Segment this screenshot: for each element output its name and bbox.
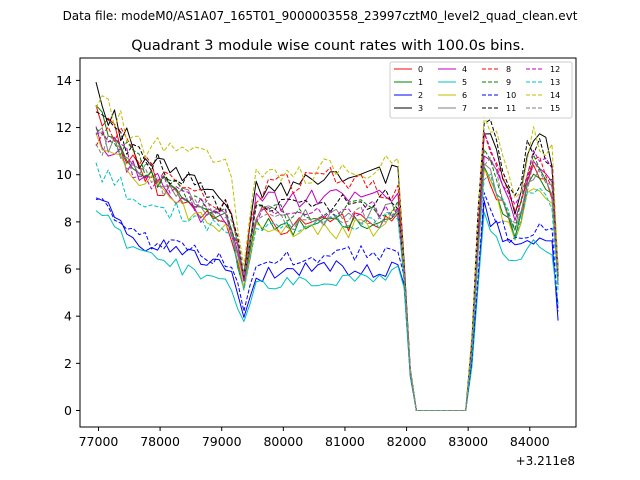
y-tick-label: 6 bbox=[64, 262, 72, 277]
x-tick-label: 79000 bbox=[202, 434, 242, 449]
y-tick-label: 12 bbox=[56, 120, 72, 135]
x-tick-label: 83000 bbox=[448, 434, 488, 449]
x-offset-label: +3.211e8 bbox=[516, 454, 575, 468]
chart-title: Quadrant 3 module wise count rates with … bbox=[131, 38, 525, 54]
legend-label-7: 7 bbox=[462, 104, 467, 113]
axes-frame bbox=[79, 57, 577, 428]
legend-label-6: 6 bbox=[462, 91, 467, 100]
legend-frame bbox=[389, 61, 573, 119]
x-tick-label: 84000 bbox=[510, 434, 550, 449]
legend-label-5: 5 bbox=[462, 78, 467, 87]
series-line-15 bbox=[95, 134, 559, 411]
x-axis: 77000 78000 79000 80000 81000 82000 83000 84000 bbox=[79, 427, 550, 449]
series-line-11 bbox=[95, 111, 559, 411]
y-tick-label: 14 bbox=[56, 73, 72, 88]
y-tick-label: 10 bbox=[56, 167, 72, 182]
legend-label-15: 15 bbox=[550, 104, 560, 113]
x-tick-label: 78000 bbox=[140, 434, 180, 449]
series-layer bbox=[95, 81, 559, 411]
series-line-2 bbox=[95, 197, 559, 411]
y-tick-label: 2 bbox=[64, 356, 72, 371]
x-tick-label: 80000 bbox=[263, 434, 303, 449]
legend-label-2: 2 bbox=[418, 91, 423, 100]
legend-label-8: 8 bbox=[506, 65, 511, 74]
legend-label-3: 3 bbox=[418, 104, 423, 113]
series-line-12 bbox=[95, 131, 559, 411]
y-tick-label: 8 bbox=[64, 214, 72, 229]
series-line-10 bbox=[95, 192, 559, 411]
series-line-7 bbox=[95, 127, 559, 411]
legend-label-14: 14 bbox=[550, 91, 560, 100]
y-tick-label: 4 bbox=[64, 309, 72, 324]
legend-label-4: 4 bbox=[462, 65, 467, 74]
series-line-14 bbox=[95, 95, 559, 411]
data-file-label: Data file: modeM0/AS1A07_165T01_90000035… bbox=[63, 9, 578, 23]
x-tick-label: 81000 bbox=[325, 434, 365, 449]
legend-label-0: 0 bbox=[418, 65, 423, 74]
legend-label-1: 1 bbox=[418, 78, 423, 87]
series-line-9 bbox=[95, 128, 559, 411]
series-line-13 bbox=[95, 162, 559, 411]
legend-label-11: 11 bbox=[506, 104, 516, 113]
legend-label-13: 13 bbox=[550, 78, 560, 87]
y-axis: 0 2 4 6 8 10 12 14 bbox=[56, 73, 80, 418]
y-tick-label: 0 bbox=[64, 403, 72, 418]
legend-label-12: 12 bbox=[550, 65, 560, 74]
x-tick-label: 77000 bbox=[79, 434, 119, 449]
legend-label-9: 9 bbox=[506, 78, 511, 87]
x-tick-label: 82000 bbox=[387, 434, 427, 449]
legend-label-10: 10 bbox=[506, 91, 516, 100]
series-line-5 bbox=[95, 210, 559, 411]
